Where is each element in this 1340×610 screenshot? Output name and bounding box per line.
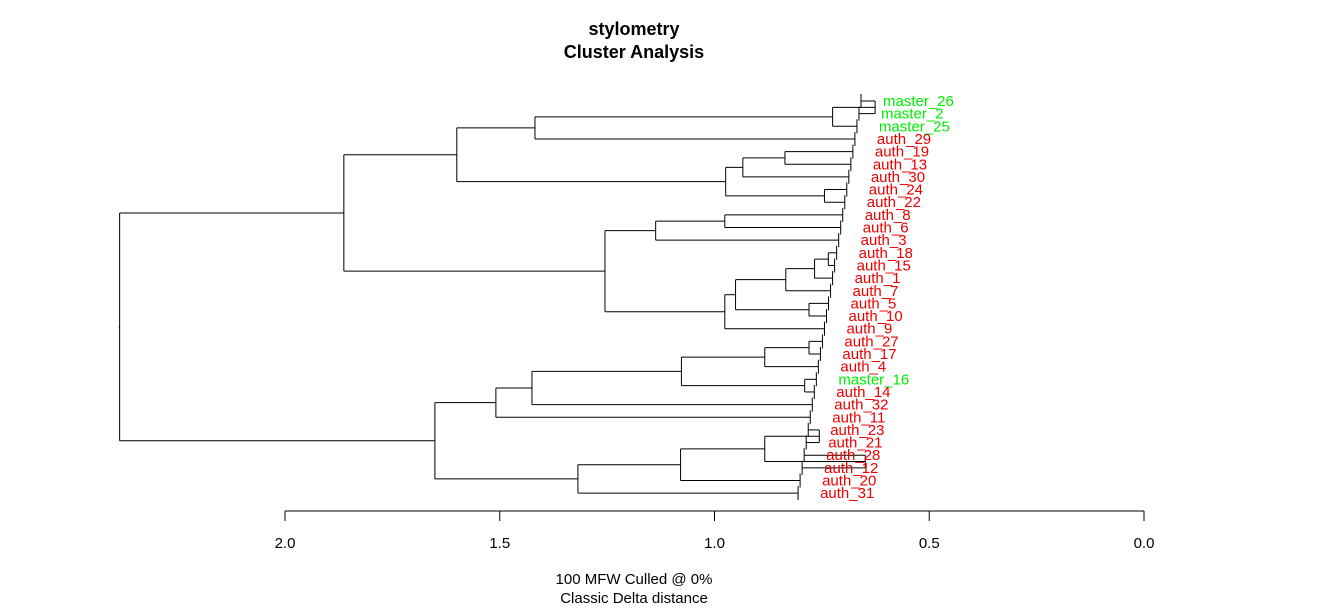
leaf-label: auth_21 xyxy=(828,435,882,452)
leaf-label: master_2 xyxy=(881,106,944,123)
leaf-label: auth_13 xyxy=(873,156,927,173)
leaf-label: auth_15 xyxy=(857,257,911,274)
leaf-label: auth_12 xyxy=(824,460,878,477)
leaf-label: auth_22 xyxy=(867,194,921,211)
leaf-label: auth_5 xyxy=(851,295,897,312)
leaf-label: auth_32 xyxy=(834,397,888,414)
x-axis-tick-label: 1.5 xyxy=(489,535,510,552)
leaf-label: auth_3 xyxy=(861,232,907,249)
x-axis-caption: 100 MFW Culled @ 0% Classic Delta distan… xyxy=(0,570,1268,608)
leaf-label: auth_6 xyxy=(863,220,909,237)
x-axis-tick-label: 0.5 xyxy=(919,535,940,552)
leaf-label: auth_1 xyxy=(855,270,901,287)
chart-title: stylometry Cluster Analysis xyxy=(0,18,1268,64)
x-axis-caption-line-1: 100 MFW Culled @ 0% xyxy=(555,571,713,588)
title-line: stylometry xyxy=(588,19,680,39)
leaf-labels: master_26master_2master_25auth_29auth_19… xyxy=(820,93,954,502)
leaf-label: auth_4 xyxy=(840,359,886,376)
leaf-label: auth_19 xyxy=(875,144,929,161)
leaf-label: auth_10 xyxy=(848,308,902,325)
leaf-label: auth_8 xyxy=(865,207,911,224)
x-axis-tick-label: 2.0 xyxy=(275,535,296,552)
leaf-label: master_26 xyxy=(883,93,954,110)
x-axis-tick-label: 1.0 xyxy=(704,535,725,552)
dendrogram-branches xyxy=(118,94,876,501)
leaf-label: auth_14 xyxy=(836,384,890,401)
leaf-label: auth_7 xyxy=(853,283,899,300)
subtitle-line: Cluster Analysis xyxy=(563,42,705,62)
x-axis-caption-line-2: Classic Delta distance xyxy=(560,590,708,607)
leaf-label: auth_9 xyxy=(846,321,892,338)
leaf-label: auth_18 xyxy=(859,245,913,262)
x-axis: 2.0 1.5 1.0 0.5 0.0 xyxy=(275,510,1155,552)
leaf-label: master_25 xyxy=(879,118,950,135)
leaf-label: auth_27 xyxy=(844,333,898,350)
leaf-label: master_16 xyxy=(838,371,909,388)
leaf-label: auth_28 xyxy=(826,447,880,464)
leaf-label: auth_11 xyxy=(832,409,885,426)
leaf-label: auth_17 xyxy=(842,346,896,363)
leaf-label: auth_20 xyxy=(822,473,876,490)
leaf-label: auth_24 xyxy=(869,182,923,199)
leaf-label: auth_30 xyxy=(871,169,925,186)
leaf-label: auth_29 xyxy=(877,131,931,148)
leaf-label: auth_31 xyxy=(820,485,874,502)
leaf-label: auth_23 xyxy=(830,422,884,439)
x-axis-tick-label: 0.0 xyxy=(1134,535,1155,552)
